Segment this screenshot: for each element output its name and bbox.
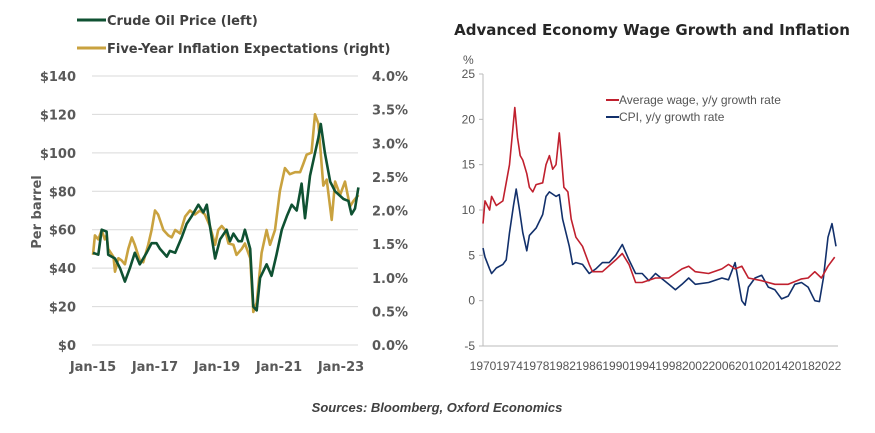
x-tick-label: 2022 (815, 359, 842, 373)
y-tick-label: 5 (468, 248, 475, 262)
x-tick-label: Jan-21 (255, 360, 302, 375)
y-tick-label-right: 1.0% (372, 272, 408, 287)
x-tick-label: Jan-17 (131, 360, 178, 375)
y-tick-label-left: $120 (40, 108, 76, 123)
x-tick-label: 1970 (470, 359, 497, 373)
y-axis-label: Per barrel (30, 175, 45, 248)
y-tick-label: 10 (462, 203, 476, 217)
y-tick-label-right: 4.0% (372, 70, 408, 85)
y-tick-label-right: 0.0% (372, 339, 408, 354)
y-tick-label-left: $80 (49, 185, 76, 200)
x-tick-label: 1974 (496, 359, 523, 373)
y-tick-label-right: 0.5% (372, 305, 408, 320)
y-tick-label-right: 3.0% (372, 137, 408, 152)
y-tick-label-left: $60 (49, 224, 76, 239)
x-tick-label: Jan-15 (69, 360, 116, 375)
y-tick-label-right: 2.5% (372, 171, 408, 186)
y-tick-label-right: 3.5% (372, 104, 408, 119)
y-tick-label: 25 (462, 67, 476, 81)
x-tick-label: 1998 (655, 359, 682, 373)
legend-label: Average wage, y/y growth rate (619, 93, 781, 107)
legend-label: Five-Year Inflation Expectations (right) (107, 42, 390, 57)
x-tick-label: 2006 (709, 359, 736, 373)
legend-label: Crude Oil Price (left) (107, 14, 258, 29)
x-tick-label: 1978 (523, 359, 550, 373)
x-tick-label: 1986 (576, 359, 603, 373)
x-tick-label: 2002 (682, 359, 709, 373)
y-tick-label-right: 2.0% (372, 205, 408, 220)
y-tick-label-left: $140 (40, 70, 76, 85)
x-tick-label: 1990 (602, 359, 629, 373)
series-line (482, 188, 837, 307)
y-tick-label: -5 (464, 339, 475, 353)
x-tick-label: 2010 (735, 359, 762, 373)
y-tick-label-right: 1.5% (372, 238, 408, 253)
series-line (482, 106, 836, 286)
y-tick-label-left: $40 (49, 262, 76, 277)
y-tick-label-left: $20 (49, 301, 76, 316)
wage-vs-cpi-chart: Advanced Economy Wage Growth and Inflati… (454, 21, 850, 373)
y-tick-label: 20 (462, 112, 476, 126)
x-tick-label: 1982 (549, 359, 576, 373)
y-tick-label-left: $0 (58, 339, 76, 354)
x-tick-label: 2014 (762, 359, 789, 373)
legend-label: CPI, y/y growth rate (619, 110, 725, 124)
x-tick-label: Jan-19 (193, 360, 240, 375)
series-line (92, 122, 360, 312)
x-tick-label: Jan-23 (317, 360, 364, 375)
sources-note: Sources: Bloomberg, Oxford Economics (312, 400, 563, 415)
y-axis-label: % (463, 53, 474, 67)
y-tick-label: 15 (462, 158, 476, 172)
y-tick-label: 0 (468, 294, 475, 308)
y-tick-label-left: $100 (40, 147, 76, 162)
chart-title: Advanced Economy Wage Growth and Inflati… (454, 21, 850, 39)
series-line (91, 113, 360, 314)
x-tick-label: 1994 (629, 359, 656, 373)
oil-vs-inflation-chart: $0 $20 $40 $60 $80 $100 $120 $140 0.0% 0.5% 1.0% 1.… (30, 14, 408, 375)
x-tick-label: 2018 (788, 359, 815, 373)
